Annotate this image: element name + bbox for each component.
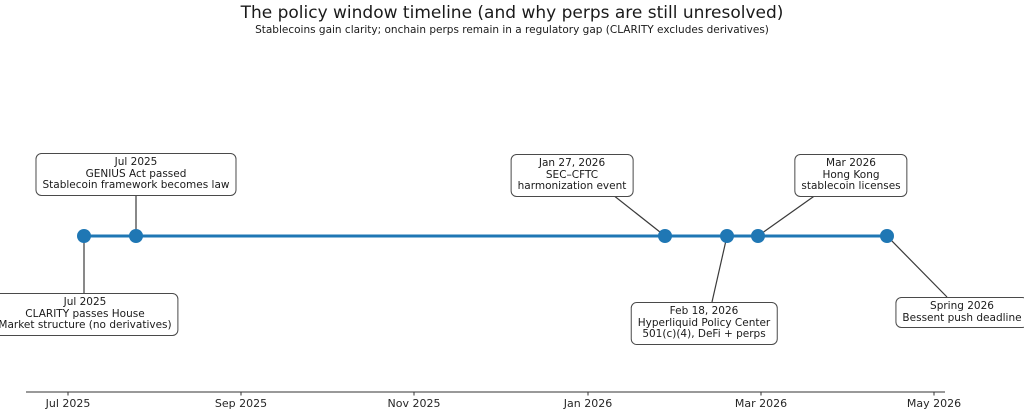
x-tick-label: Mar 2026 [734,397,788,410]
event-dot [880,229,894,243]
event-callout-sec-cftc-harmonization: Jan 27, 2026 SEC–CFTC harmonization event [510,154,634,197]
chart-title: The policy window timeline (and why perp… [240,3,784,23]
event-callout-text-line: Hong Kong [822,168,880,181]
event-callout-text-line: Bessent push deadline [902,311,1022,324]
event-callout-text-line: harmonization event [517,180,627,192]
event-callout-text-line: Stablecoin framework becomes law [42,179,230,191]
event-callout-genius-act-passed: Jul 2025 GENIUS Act passed Stablecoin fram… [35,153,237,196]
event-dot [751,229,765,243]
event-callout-text-line: Market structure (no derivatives) [0,319,172,331]
x-tick-label: May 2026 [906,397,962,410]
x-tick-label: Jan 2026 [563,397,613,410]
event-callout-clarity-passes-house: Jul 2025 CLARITY passes House Market struc… [0,293,179,336]
event-callout-text-line: Jan 27, 2026 [538,157,606,169]
event-callout-text-line: SEC–CFTC [545,168,599,181]
chart-subtitle: Stablecoins gain clarity; onchain perps … [255,24,769,36]
event-callout-text-line: 501(c)(4), DeFi + perps [642,328,766,340]
event-callout-text-line: stablecoin licenses [801,180,901,192]
callout-leader-line [886,235,948,298]
x-tick-label: Sep 2025 [214,397,268,410]
callout-leader-line [757,191,821,237]
event-callout-text-line: Jul 2025 [114,156,158,168]
event-dot [658,229,672,243]
event-callout-text-line: Spring 2026 [930,300,994,312]
event-callout-hyperliquid-policy-center: Feb 18, 2026 Hyperliquid Policy Center 501… [630,302,778,345]
event-dot [77,229,91,243]
event-callout-text-line: GENIUS Act passed [85,167,187,180]
event-callout-text-line: CLARITY passes House [25,307,145,320]
event-callout-text-line: Feb 18, 2026 [669,305,739,317]
event-dot [129,229,143,243]
callout-leader-line [607,190,666,237]
event-callout-text-line: Mar 2026 [826,157,876,169]
event-dot [720,229,734,243]
callout-leader-line [711,235,728,303]
x-tick-label: Jul 2025 [45,397,91,410]
x-tick-label: Nov 2025 [387,397,441,410]
event-callout-bessent-push-deadline: Spring 2026 Bessent push deadline [895,297,1024,328]
event-callout-text-line: Hyperliquid Policy Center [637,316,771,329]
event-callout-hong-kong-stablecoin-licenses: Mar 2026 Hong Kong stablecoin licenses [794,154,908,197]
event-callout-text-line: Jul 2025 [63,296,107,308]
